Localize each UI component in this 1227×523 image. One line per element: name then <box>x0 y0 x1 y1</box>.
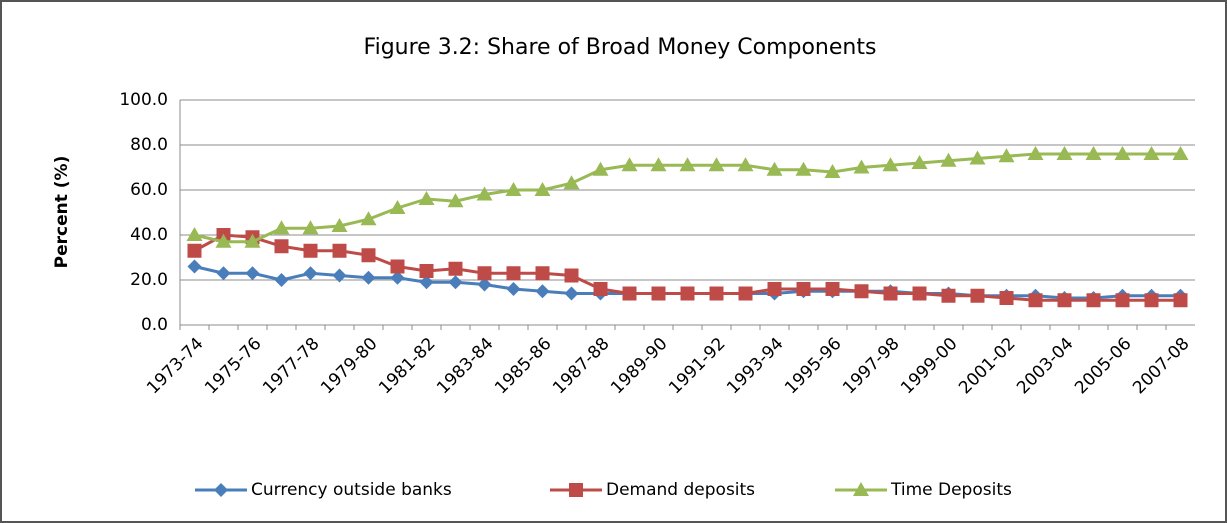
marker <box>477 266 492 281</box>
marker <box>187 259 202 274</box>
y-tick-label: 100.0 <box>119 90 168 110</box>
marker <box>1173 293 1188 308</box>
y-tick-label: 20.0 <box>130 270 168 290</box>
marker <box>883 286 898 301</box>
marker <box>418 191 435 205</box>
marker <box>389 200 406 214</box>
marker <box>274 239 289 254</box>
marker <box>361 248 376 263</box>
marker <box>621 157 638 172</box>
marker <box>564 286 579 301</box>
marker <box>853 159 870 174</box>
marker <box>506 282 521 296</box>
marker <box>448 261 463 276</box>
marker <box>535 284 550 299</box>
marker <box>216 266 231 281</box>
marker <box>970 288 985 303</box>
marker <box>273 220 290 235</box>
y-tick-label: 40.0 <box>130 225 168 245</box>
marker <box>680 286 695 301</box>
marker <box>332 268 347 283</box>
marker <box>622 286 637 301</box>
marker <box>882 157 899 172</box>
marker <box>214 483 228 497</box>
marker <box>999 291 1014 305</box>
marker <box>593 282 608 296</box>
marker <box>332 243 347 258</box>
marker <box>1114 146 1131 160</box>
legend-label: Time Deposits <box>890 480 1012 500</box>
marker <box>854 284 869 299</box>
marker <box>361 270 376 285</box>
marker <box>244 233 261 248</box>
marker <box>1028 293 1043 308</box>
marker <box>911 155 928 169</box>
marker <box>569 483 583 497</box>
marker <box>390 270 405 285</box>
marker <box>708 157 725 172</box>
marker <box>941 288 956 303</box>
marker <box>1056 146 1073 160</box>
y-tick-label: 0.0 <box>141 315 168 335</box>
marker <box>331 218 348 232</box>
marker <box>1027 146 1044 160</box>
y-tick-label: 80.0 <box>130 135 168 155</box>
marker <box>853 482 869 496</box>
marker <box>1143 146 1160 160</box>
marker <box>187 243 202 258</box>
y-tick-label: 60.0 <box>130 180 168 200</box>
marker <box>505 182 522 196</box>
marker <box>506 266 521 281</box>
marker <box>969 150 986 165</box>
marker <box>360 211 377 226</box>
marker <box>651 286 666 301</box>
marker <box>186 227 203 241</box>
marker <box>1172 146 1189 160</box>
marker <box>477 277 492 292</box>
marker <box>303 266 318 281</box>
marker <box>564 268 579 283</box>
marker <box>390 259 405 274</box>
marker <box>215 233 232 248</box>
marker <box>448 275 463 290</box>
marker <box>476 186 493 201</box>
marker <box>766 161 783 176</box>
marker <box>534 182 551 196</box>
marker <box>302 220 319 235</box>
marker <box>912 286 927 301</box>
marker <box>274 273 289 287</box>
marker <box>419 275 434 290</box>
marker <box>592 161 609 176</box>
marker <box>1144 293 1159 308</box>
marker <box>998 148 1015 163</box>
marker <box>796 282 811 296</box>
marker <box>679 157 696 172</box>
marker <box>795 161 812 176</box>
legend-label: Demand deposits <box>606 480 755 500</box>
marker <box>1085 146 1102 160</box>
marker <box>1086 293 1101 308</box>
y-axis-label: Percent (%) <box>52 156 72 269</box>
marker <box>447 193 464 208</box>
marker <box>709 286 724 301</box>
marker <box>767 282 782 296</box>
marker <box>535 266 550 281</box>
chart-title: Figure 3.2: Share of Broad Money Compone… <box>364 35 877 60</box>
marker <box>737 157 754 172</box>
marker <box>824 164 841 178</box>
marker <box>1057 293 1072 308</box>
marker <box>738 286 753 301</box>
marker <box>303 243 318 258</box>
legend-label: Currency outside banks <box>251 480 452 500</box>
marker <box>940 152 957 167</box>
marker <box>650 157 667 172</box>
marker <box>1115 293 1130 308</box>
marker <box>563 175 580 190</box>
marker <box>419 264 434 278</box>
marker <box>825 282 840 296</box>
marker <box>245 266 260 281</box>
